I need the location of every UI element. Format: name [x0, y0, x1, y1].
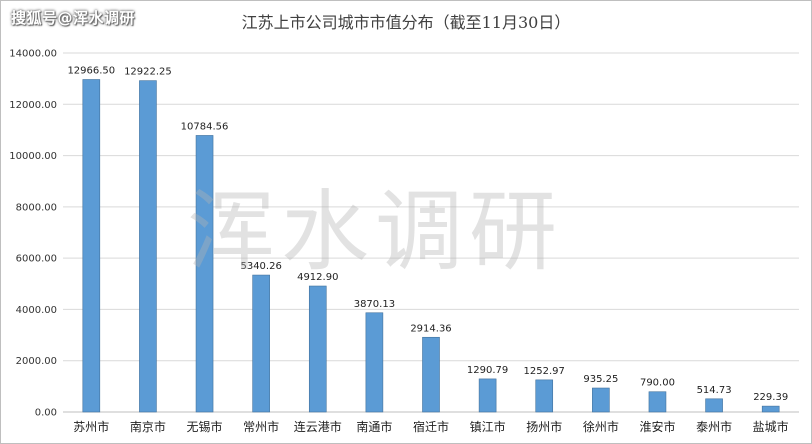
bar — [535, 379, 554, 413]
data-label: 2914.36 — [410, 323, 451, 334]
x-category-label: 扬州市 — [526, 419, 562, 434]
x-category-label: 南京市 — [130, 419, 166, 434]
data-label: 229.39 — [753, 392, 788, 403]
x-category-label: 苏州市 — [73, 419, 109, 434]
bar — [705, 398, 723, 413]
data-label: 514.73 — [697, 385, 732, 396]
data-label: 12966.50 — [67, 66, 115, 77]
bar — [308, 285, 327, 413]
x-category-label: 宿迁市 — [413, 419, 449, 434]
y-tick-label: 6000.00 — [16, 254, 57, 265]
x-category-label: 常州市 — [243, 419, 279, 434]
x-category-label: 连云港市 — [294, 419, 342, 434]
bar — [139, 80, 157, 413]
data-label: 790.00 — [640, 378, 675, 389]
y-tick-label: 12000.00 — [9, 100, 57, 111]
y-tick-label: 4000.00 — [16, 305, 57, 316]
chart-title: 江苏上市公司城市市值分布（截至11月30日） — [241, 13, 571, 32]
x-category-label: 镇江市 — [470, 419, 506, 434]
bar — [478, 378, 497, 413]
x-category-label: 泰州市 — [696, 419, 732, 434]
y-tick-label: 10000.00 — [9, 151, 57, 162]
data-label: 5340.26 — [240, 261, 281, 272]
data-label: 1290.79 — [467, 365, 508, 376]
x-category-label: 盐城市 — [753, 419, 789, 434]
data-label: 10784.56 — [181, 121, 229, 132]
data-labels: 12966.50 12922.25 10784.56 5340.26 4912.90 38… — [67, 66, 788, 404]
y-tick-label: 8000.00 — [16, 202, 57, 213]
bar — [761, 405, 780, 413]
x-category-label: 淮安市 — [639, 419, 675, 434]
bar — [592, 387, 610, 413]
data-label: 3870.13 — [354, 299, 395, 310]
data-label: 935.25 — [583, 374, 618, 385]
y-tick-label: 14000.00 — [9, 49, 57, 60]
bar — [365, 312, 384, 413]
top-left-watermark: 搜狐号@浑水调研 — [11, 9, 136, 27]
y-tick-label: 2000.00 — [16, 356, 57, 367]
data-label: 1252.97 — [524, 366, 565, 377]
bars — [82, 79, 780, 413]
y-axis-tick-labels: 0.00 2000.00 4000.00 6000.00 8000.00 10000.00… — [9, 49, 57, 419]
x-category-label: 无锡市 — [187, 419, 223, 434]
y-tick-label: 0.00 — [35, 408, 57, 419]
bar — [422, 336, 440, 413]
x-axis-category-labels: 苏州市 南京市 无锡市 常州市 连云港市 南通市 宿迁市 镇江市 扬州市 徐州市 淮安市 泰州市 盐城市 — [73, 419, 788, 434]
bar — [195, 135, 214, 413]
bar — [252, 274, 270, 413]
bar — [82, 79, 101, 413]
data-label: 4912.90 — [297, 272, 338, 283]
data-label: 12922.25 — [124, 67, 172, 78]
bar — [648, 391, 667, 413]
gridlines — [63, 52, 799, 413]
x-category-label: 南通市 — [356, 419, 392, 434]
x-category-label: 徐州市 — [583, 419, 619, 434]
